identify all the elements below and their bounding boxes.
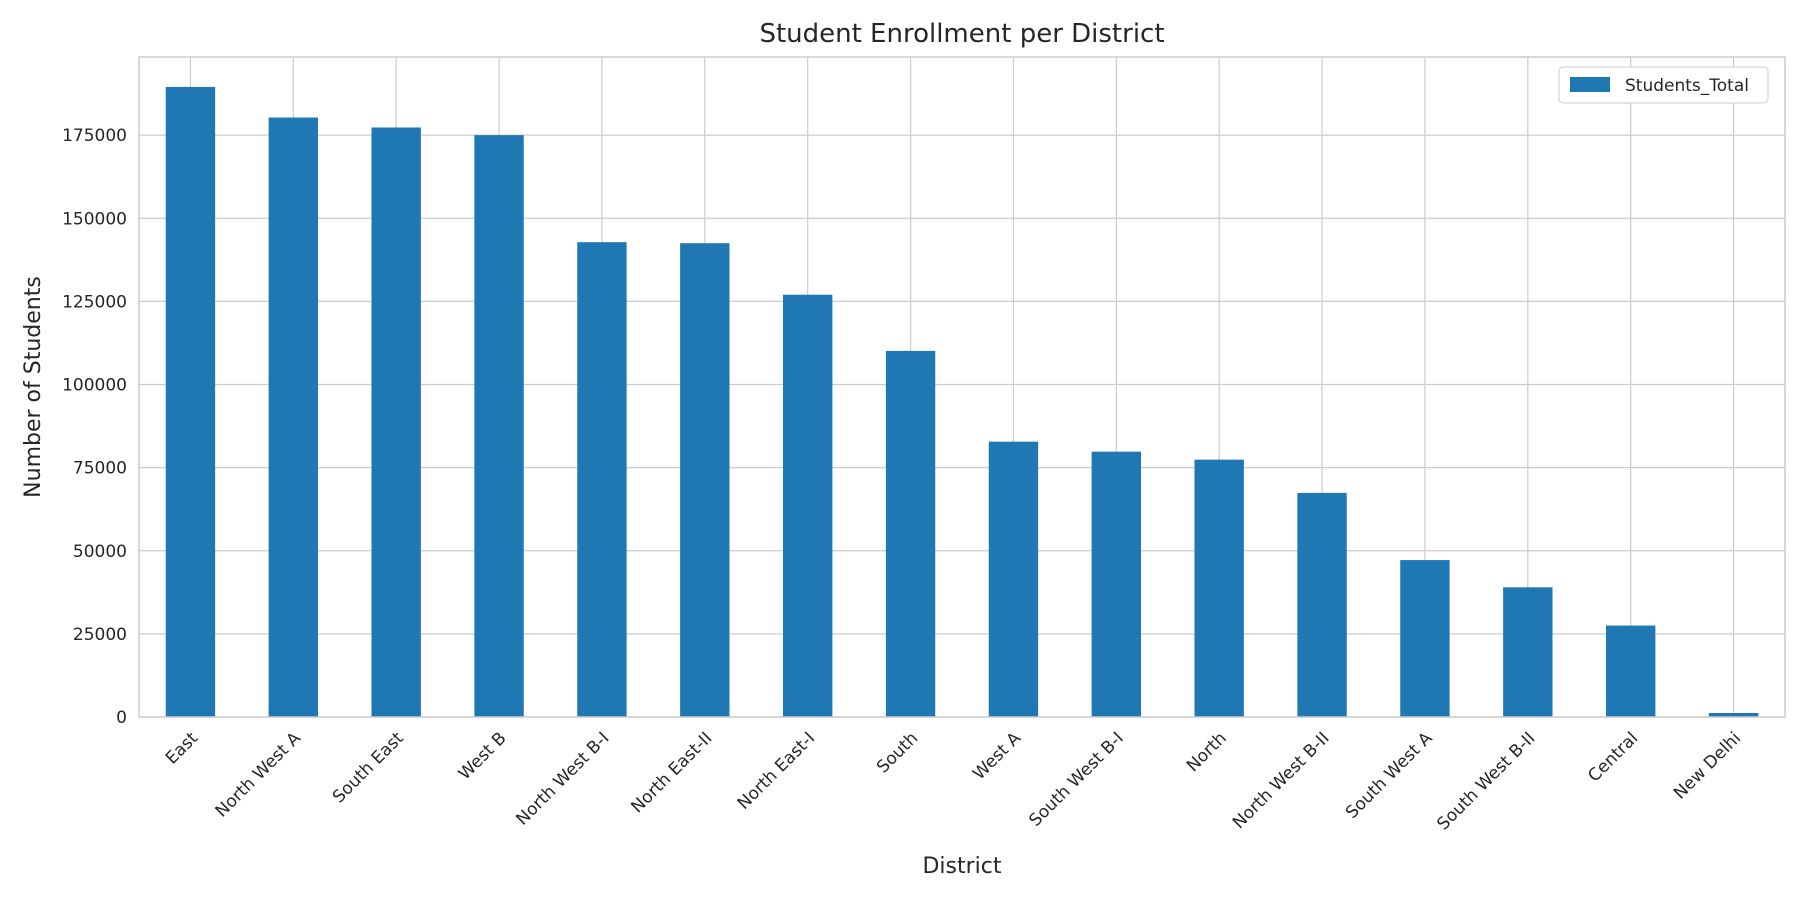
y-tick-label: 175000 [62, 126, 127, 146]
x-axis-label: District [922, 854, 1001, 879]
bar [1400, 560, 1450, 717]
bar [268, 117, 319, 717]
bar [1091, 451, 1142, 717]
bar [988, 441, 1039, 717]
x-tick-label: South East [329, 728, 408, 807]
x-tick-label: West A [969, 728, 1025, 784]
y-tick-label: 125000 [62, 292, 127, 312]
bar [885, 350, 936, 717]
x-tick-label: South West B-I [1025, 728, 1127, 830]
bar [1708, 713, 1759, 717]
bar [577, 242, 627, 718]
y-axis-label: Number of Students [21, 276, 46, 498]
x-tick-label: New Delhi [1670, 728, 1745, 803]
x-tick-label: North East-I [734, 728, 819, 813]
bar [1503, 587, 1553, 717]
x-tick-label: East [162, 728, 202, 768]
x-tick-label: West B [455, 728, 511, 784]
x-tick-label: South [873, 728, 922, 777]
y-tick-label: 50000 [73, 542, 127, 562]
y-tick-label: 150000 [62, 209, 127, 229]
x-tick-label: Central [1584, 728, 1642, 786]
bars [165, 86, 1759, 718]
x-tick-label: South West B-II [1433, 728, 1539, 834]
bar [782, 294, 833, 717]
y-tick-label: 25000 [73, 625, 127, 645]
legend-frame [1558, 66, 1769, 104]
bar [1297, 492, 1347, 717]
bar [371, 127, 421, 718]
bar [1605, 625, 1656, 717]
bar [474, 135, 524, 718]
legend-swatch [1570, 77, 1610, 92]
x-tick-label: North West B-II [1229, 728, 1334, 833]
y-tick-label: 100000 [62, 376, 127, 396]
legend-label: Students_Total [1625, 76, 1749, 96]
chart-title: Student Enrollment per District [759, 19, 1164, 49]
plot-frame [138, 56, 1786, 718]
y-tick-label: 0 [116, 708, 127, 728]
bar [1194, 459, 1244, 717]
x-tick-label: South West A [1342, 728, 1437, 823]
legend: Students_Total [1558, 66, 1769, 104]
x-tick-label: North [1183, 728, 1231, 776]
bar [165, 86, 216, 717]
x-tick-label: North East-II [627, 728, 716, 817]
y-tick-label: 75000 [73, 459, 127, 479]
x-tick-label: North West B-I [512, 728, 613, 829]
x-tick-label: North West A [212, 728, 305, 821]
bar [680, 243, 730, 717]
